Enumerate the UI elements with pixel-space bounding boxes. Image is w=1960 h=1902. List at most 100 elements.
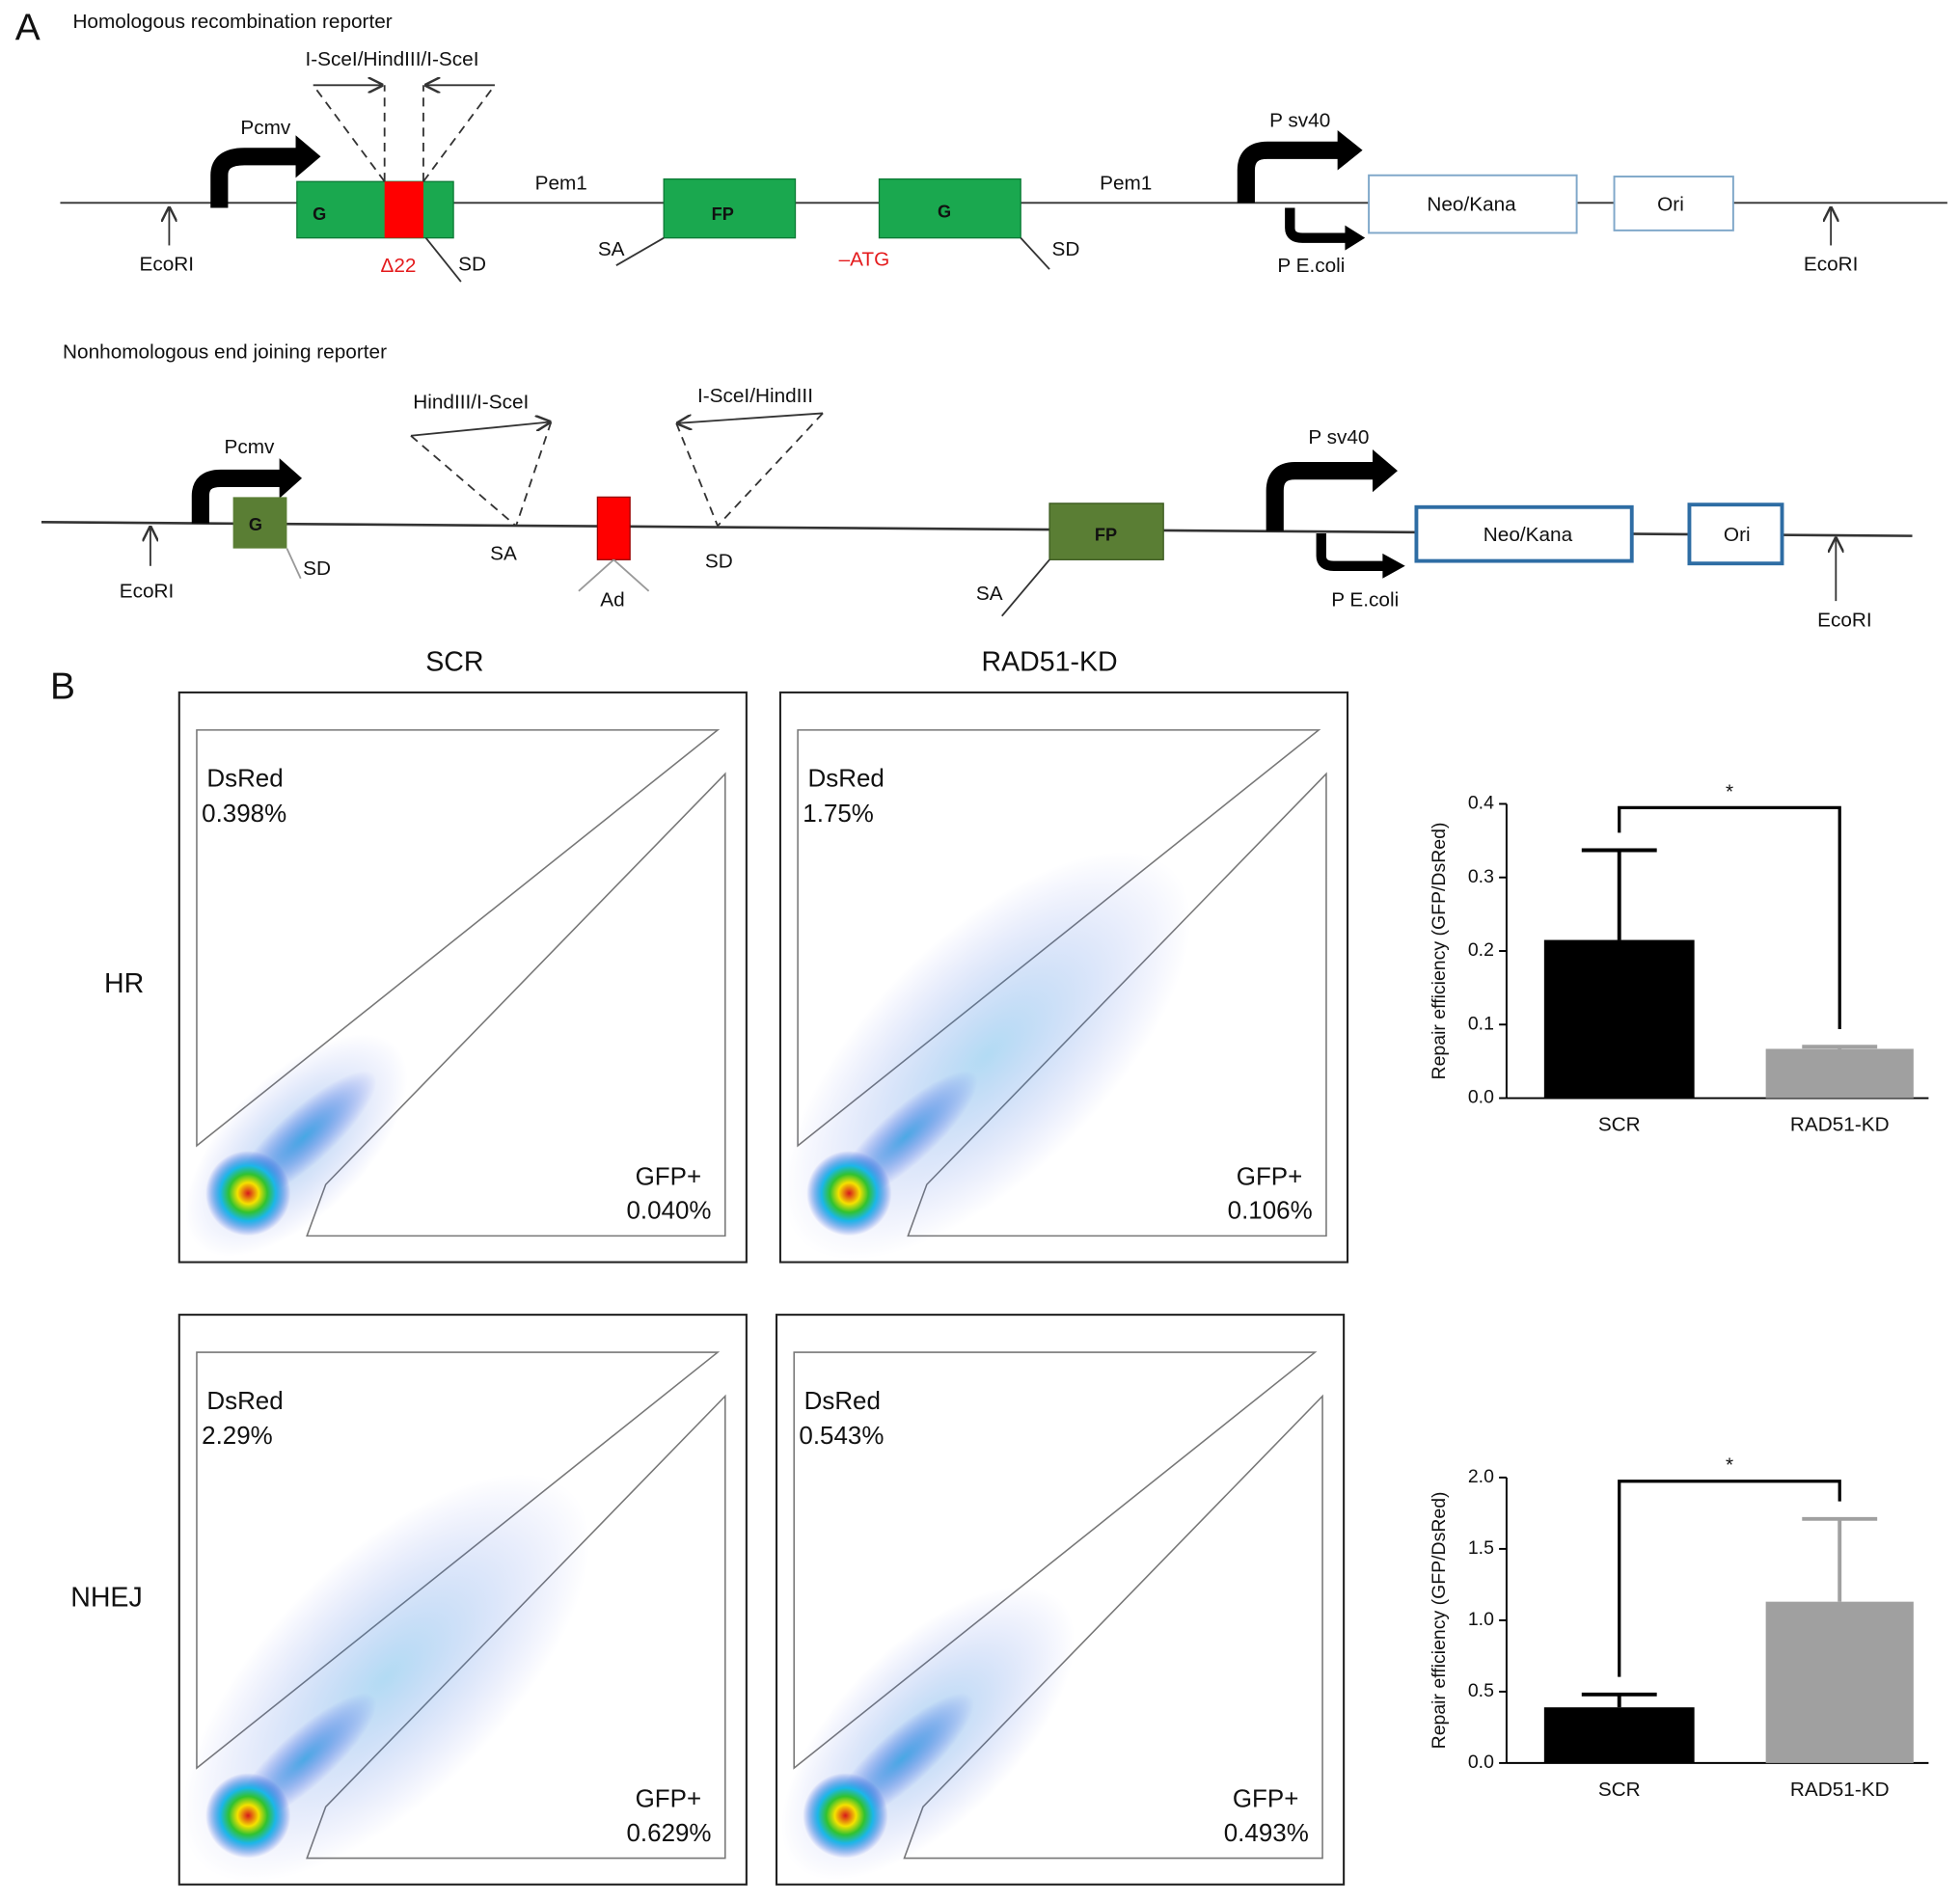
y-tick-label: 0.5 [1468, 1680, 1494, 1701]
gate [196, 729, 721, 1148]
label: EcoRI [1804, 254, 1859, 276]
y-tick-label: 0.0 [1468, 1752, 1494, 1773]
label: Ori [1657, 193, 1684, 215]
gate [306, 772, 726, 1237]
tick [286, 548, 302, 580]
label: Δ22 [380, 255, 416, 277]
tick [1020, 237, 1050, 270]
label: FP [1095, 525, 1117, 544]
flow-plots: DsRed 0.398% GFP+ 0.040% DsRed 1.75% GFP+ 0.106… [177, 691, 1349, 1886]
label: SA [490, 543, 517, 565]
label: SA [598, 238, 625, 260]
gate-label: DsRed [804, 1386, 881, 1415]
error-bar [1802, 1516, 1878, 1602]
gate-label: DsRed [807, 764, 884, 793]
density-core [205, 1773, 291, 1859]
label: –ATG [839, 249, 890, 271]
gate-percent: 0.040% [627, 1196, 712, 1225]
promoter [1285, 207, 1348, 243]
label: P E.coli [1277, 255, 1345, 277]
hr-reporter: Homologous recombination reporter EcoRI … [60, 11, 1947, 283]
bar [1543, 939, 1695, 1099]
y-tick-label: 1.5 [1468, 1537, 1494, 1559]
y-tick-label: 0.3 [1468, 866, 1494, 887]
gate-label: DsRed [206, 1386, 283, 1415]
label: FP [712, 204, 734, 224]
panel-label: A [15, 7, 41, 48]
y-tick-label: 0.4 [1468, 793, 1494, 814]
label: Ad [600, 589, 624, 611]
arrow [677, 412, 824, 422]
label: Neo/Kana [1427, 193, 1516, 215]
y-axis-label: Repair efficiency (GFP/DsRed) [1429, 1491, 1450, 1749]
error-bar [1802, 1045, 1878, 1049]
row-title: HR [104, 968, 144, 999]
tick [1001, 558, 1050, 617]
gene-box [663, 177, 797, 239]
label: Pcmv [240, 117, 291, 139]
tick [578, 558, 650, 592]
gate-percent: 0.398% [202, 799, 286, 828]
gene-box [878, 177, 1021, 239]
bar [1765, 1048, 1914, 1099]
nhej-reporter: Nonhomologous end joining reporter EcoRI… [41, 341, 1913, 631]
cut-site [384, 181, 423, 238]
reporter-title: Homologous recombination reporter [72, 11, 392, 33]
row-title: NHEJ [70, 1582, 143, 1613]
gate-percent: 0.543% [799, 1421, 884, 1450]
plot-frame [177, 691, 748, 1263]
gate-label: GFP+ [636, 1784, 702, 1813]
promoter [1237, 141, 1341, 204]
label: EcoRI [120, 581, 175, 603]
label: SD [458, 254, 486, 276]
gene-box [296, 180, 454, 239]
promoter-head [295, 135, 321, 178]
column-title: SCR [425, 647, 483, 678]
label: SD [1051, 238, 1079, 260]
bar [1543, 1707, 1695, 1763]
density-core [205, 1151, 291, 1236]
column-title: RAD51-KD [981, 647, 1117, 678]
promoter-head [1372, 449, 1398, 493]
x-tick-label: RAD51-KD [1790, 1779, 1890, 1801]
panel-label: B [50, 666, 75, 707]
gate-label: DsRed [206, 764, 283, 793]
y-tick-label: 0.1 [1468, 1013, 1494, 1034]
label: I-SceI/HindIII [697, 385, 813, 407]
promoter [1316, 533, 1385, 571]
promoter [210, 148, 299, 208]
x-tick-label: SCR [1598, 1114, 1641, 1136]
promoter-head [279, 458, 303, 499]
gene-box [1368, 174, 1578, 234]
label: P E.coli [1331, 589, 1399, 611]
reporter-title: Nonhomologous end joining reporter [63, 341, 387, 364]
bar-charts: 0.0 0.1 0.2 0.3 0.4 Repair efficiency (GFP/Ds… [1429, 780, 1929, 1801]
gene-box [232, 497, 287, 549]
gate-percent: 1.75% [803, 799, 874, 828]
label: G [938, 202, 951, 221]
label: Pem1 [535, 172, 587, 194]
label: P sv40 [1308, 426, 1369, 448]
y-tick-label: 0.0 [1468, 1087, 1494, 1108]
significance-bracket [1618, 805, 1841, 1029]
label: G [249, 515, 262, 534]
promoter-head [1382, 553, 1405, 579]
x-tick-label: RAD51-KD [1790, 1114, 1890, 1136]
bar [1765, 1601, 1914, 1763]
promoter-head [1337, 130, 1363, 171]
insert-lines [675, 412, 824, 527]
label: SD [705, 550, 733, 572]
label: G [313, 204, 326, 224]
y-tick-label: 1.0 [1468, 1609, 1494, 1630]
significance-label: * [1726, 1454, 1733, 1477]
promoter-head [1345, 225, 1366, 251]
plot-frame [776, 1314, 1346, 1886]
x-tick-label: SCR [1598, 1779, 1641, 1801]
gate-percent: 0.493% [1224, 1818, 1309, 1847]
gene-box [1048, 503, 1164, 560]
gene-box [1687, 503, 1784, 566]
error-bar [1581, 1692, 1657, 1708]
label: Pem1 [1100, 172, 1152, 194]
label: Ori [1724, 524, 1751, 546]
